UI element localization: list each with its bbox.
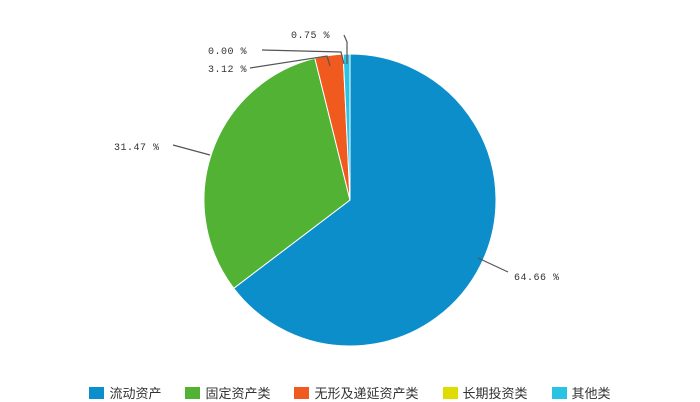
data-label-0: 64.66 %: [514, 273, 560, 284]
pie-slice-1[interactable]: [203, 57, 351, 290]
legend-item-3[interactable]: 长期投资类: [442, 383, 528, 402]
pie-slice-0[interactable]: [233, 53, 497, 347]
legend-label: 长期投资类: [462, 387, 528, 402]
legend-item-0[interactable]: 流动资产: [89, 383, 161, 402]
legend-swatch: [185, 386, 201, 399]
legend-label: 流动资产: [109, 387, 162, 402]
leader-line-0: [477, 257, 509, 273]
leader-line-4: [343, 34, 348, 64]
legend-swatch: [551, 386, 567, 399]
legend-swatch: [442, 386, 458, 399]
legend: 流动资产 固定资产类 无形及递延资产类 长期投资类 其他类: [0, 383, 700, 402]
data-label-1: 31.47 %: [114, 143, 160, 154]
legend-label: 固定资产类: [205, 387, 271, 402]
data-label-4: 0.75 %: [291, 31, 330, 42]
leader-line-3: [261, 49, 345, 65]
legend-swatch: [294, 386, 310, 399]
legend-label: 其他类: [571, 387, 611, 402]
legend-item-2[interactable]: 无形及递延资产类: [294, 383, 419, 402]
legend-swatch: [89, 386, 105, 399]
legend-item-4[interactable]: 其他类: [551, 383, 611, 402]
data-label-2: 3.12 %: [208, 65, 247, 76]
legend-item-1[interactable]: 固定资产类: [185, 383, 270, 402]
leader-line-2: [249, 55, 331, 69]
legend-label: 无形及递延资产类: [314, 387, 419, 402]
data-label-3: 0.00 %: [208, 47, 247, 58]
leader-line-1: [172, 144, 211, 156]
